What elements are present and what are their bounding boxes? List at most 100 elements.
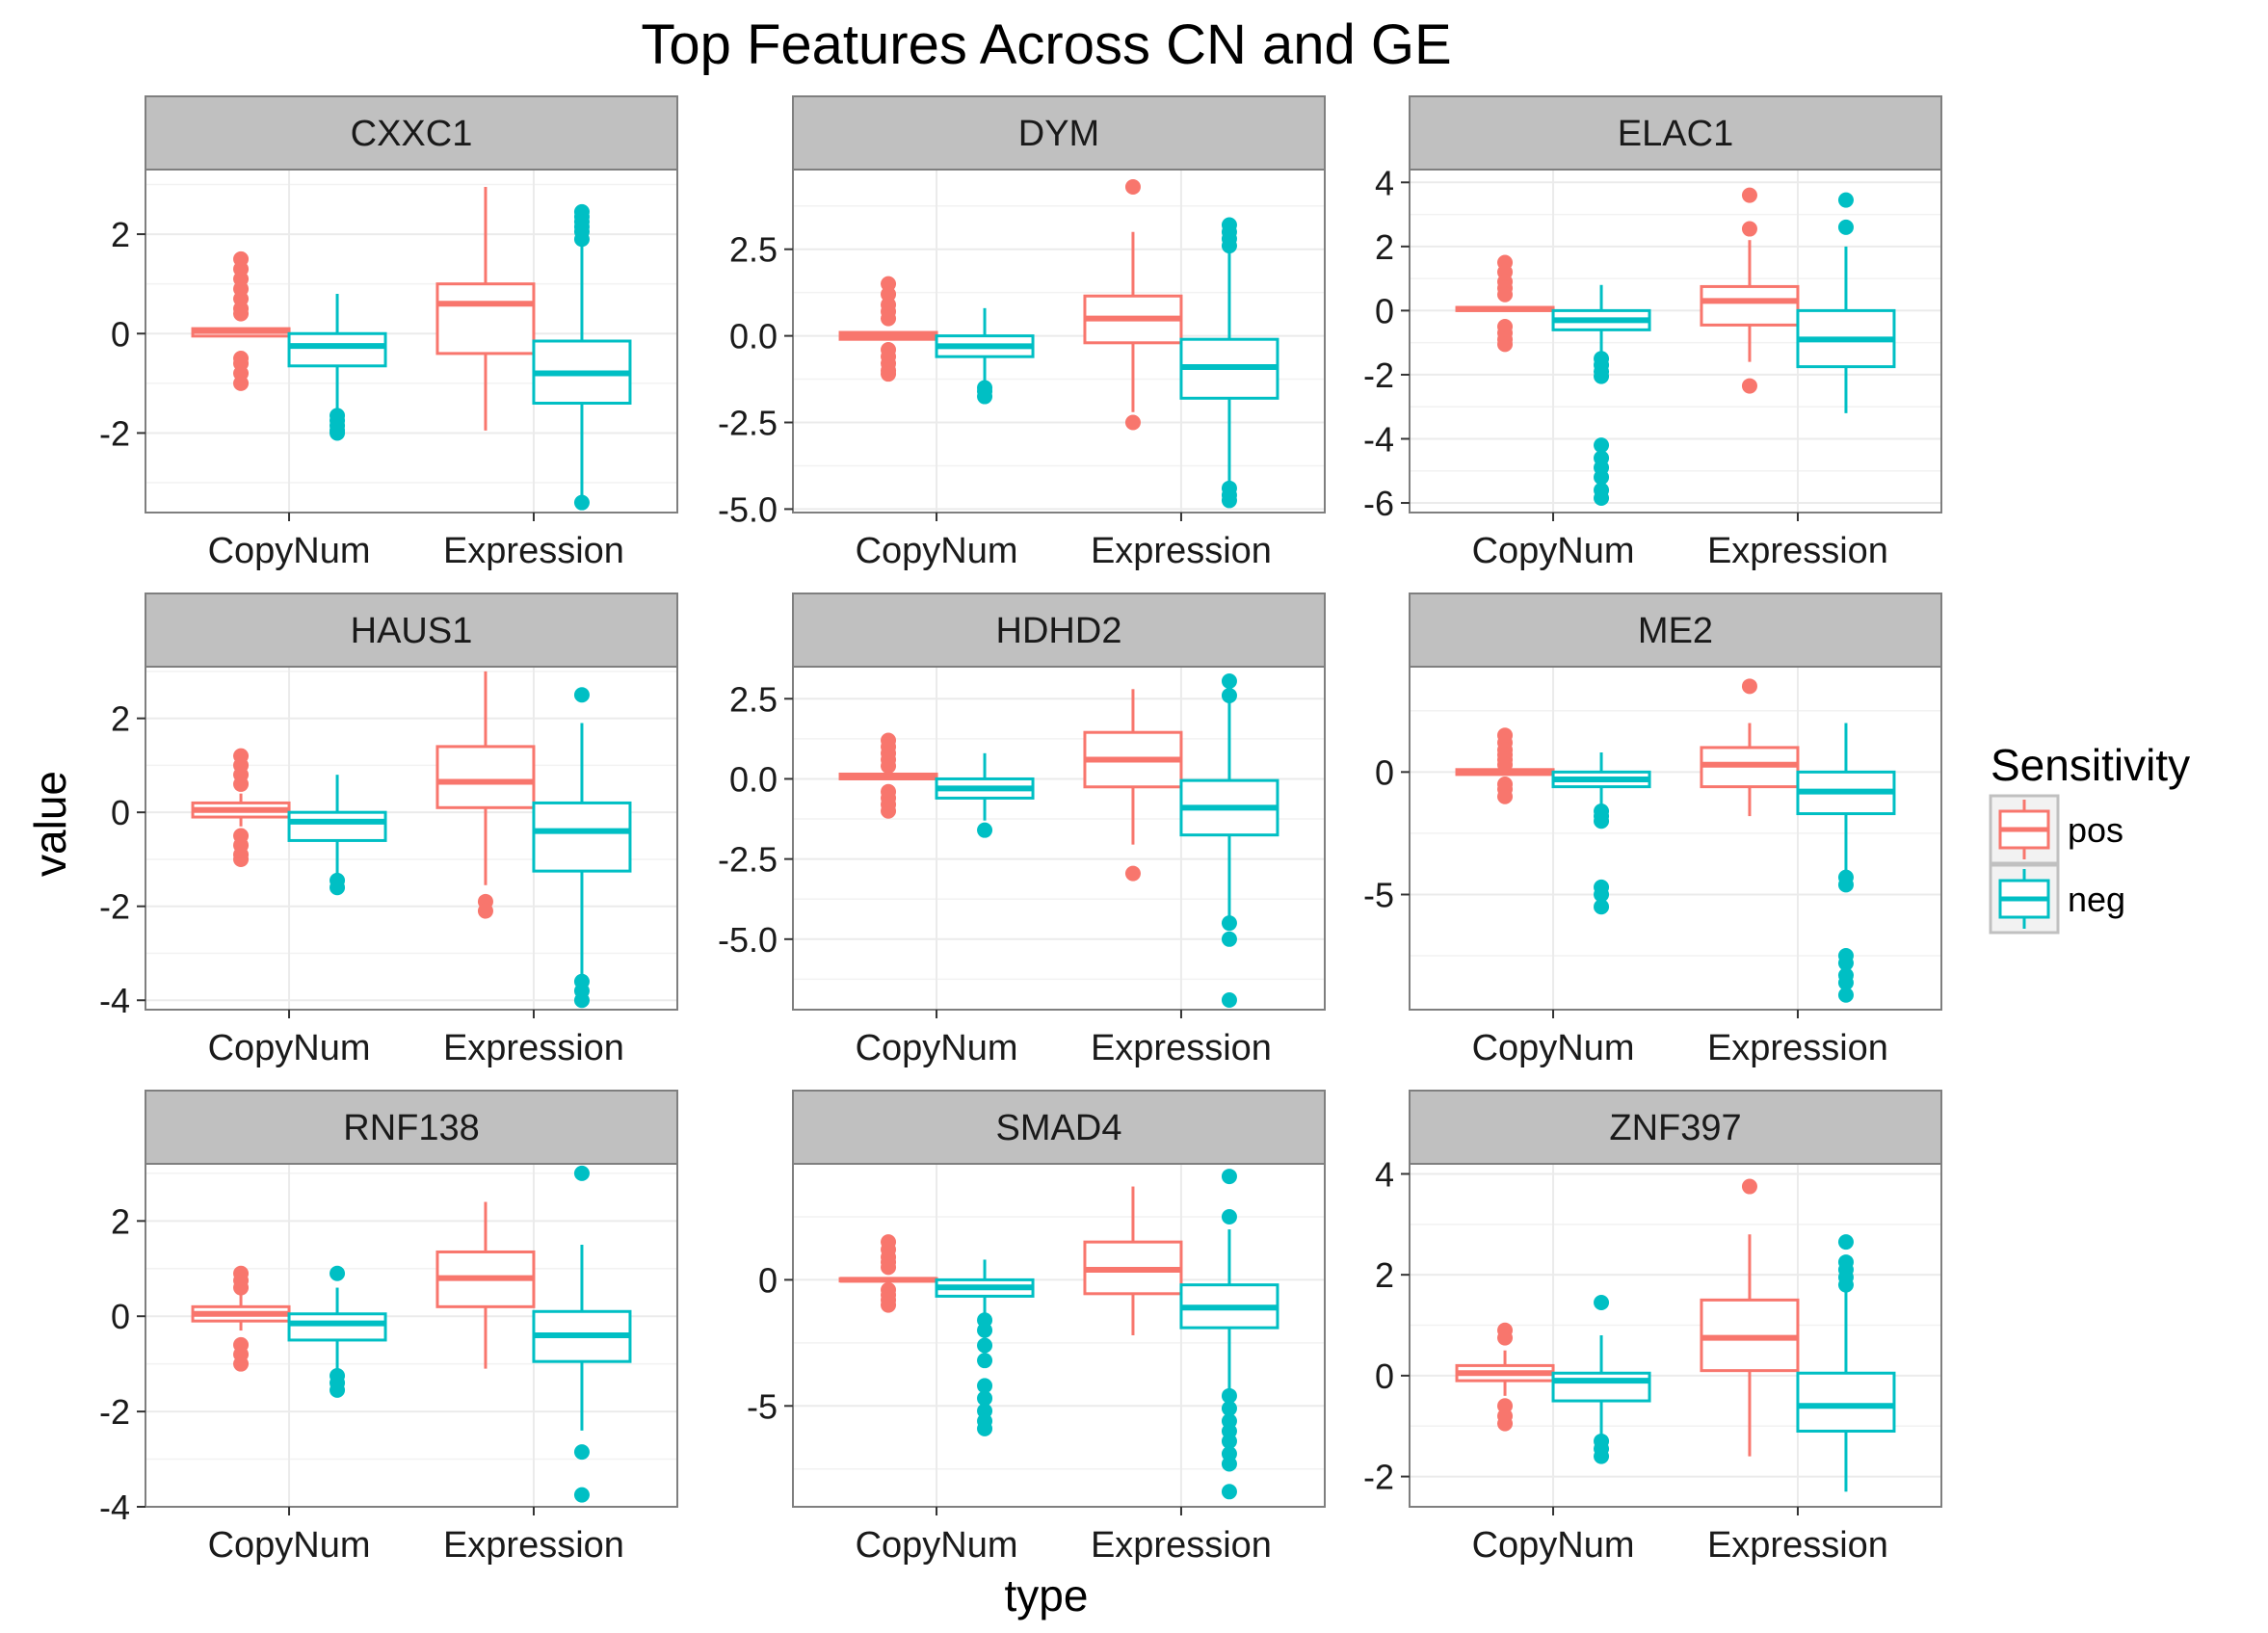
outlier-point <box>1221 915 1237 932</box>
outlier-point <box>1124 414 1141 431</box>
facet-panel-elac1: ELAC1 -6 -4 -2 0 2 4 CopyNum Expression <box>1363 95 1942 571</box>
outlier-point <box>1221 992 1237 1009</box>
x-tick-label: CopyNum <box>856 531 1018 571</box>
y-tick-label: -5.0 <box>718 920 778 960</box>
y-tick-label: -5 <box>747 1386 778 1426</box>
x-tick-label: CopyNum <box>1472 1028 1635 1068</box>
outlier-point <box>977 1337 993 1354</box>
x-tick-label: CopyNum <box>208 531 371 571</box>
box-iqr <box>1700 284 1800 327</box>
outlier-point <box>1837 1277 1854 1293</box>
box-expression-neg <box>1796 723 1896 1003</box>
outlier-point <box>1221 238 1237 254</box>
y-tick-label: -4 <box>99 981 130 1020</box>
plot-area <box>1410 667 1941 1010</box>
outlier-point <box>1741 221 1757 237</box>
x-tick-label: Expression <box>1091 531 1272 571</box>
box-expression-pos <box>435 187 536 431</box>
outlier-point <box>1837 975 1854 991</box>
facet-strip <box>145 1090 678 1165</box>
x-tick-label: CopyNum <box>208 1028 371 1068</box>
outlier-point <box>977 1378 993 1394</box>
box-copynum-neg <box>935 307 1035 405</box>
y-tick-label: 0 <box>1375 1356 1394 1396</box>
box-copynum-pos <box>838 276 938 382</box>
box-iqr <box>287 331 387 368</box>
outlier-point <box>1497 336 1514 353</box>
chart-title: Top Features Across CN and GE <box>641 13 1451 76</box>
box-expression-pos <box>435 671 536 919</box>
box-copynum-neg <box>1551 1294 1651 1464</box>
box-expression-neg <box>1796 192 1896 413</box>
outlier-point <box>233 1356 250 1372</box>
outlier-point <box>573 1487 590 1503</box>
x-axis-title: type <box>1005 1570 1089 1620</box>
x-tick-label: CopyNum <box>856 1525 1018 1566</box>
y-tick-label: 0 <box>111 1297 130 1336</box>
outlier-point <box>1221 1400 1237 1416</box>
panel-border <box>792 169 1326 514</box>
box-copynum-neg <box>935 752 1035 838</box>
facet-strip <box>792 95 1326 171</box>
outlier-point <box>1497 1415 1514 1432</box>
box-iqr <box>1796 1371 1896 1433</box>
box-copynum-neg <box>1551 284 1651 507</box>
box-copynum-neg <box>287 1265 387 1398</box>
box-copynum-pos <box>191 748 291 867</box>
x-tick-label: Expression <box>1707 1525 1888 1566</box>
box-iqr <box>435 282 536 356</box>
x-tick-label: CopyNum <box>1472 1525 1635 1566</box>
facet-strip-label: DYM <box>1018 114 1099 154</box>
outlier-point <box>1594 1294 1610 1310</box>
outlier-point <box>330 1382 346 1398</box>
facet-strip-label: ME2 <box>1638 611 1713 651</box>
plot-area <box>793 1164 1325 1507</box>
panel-border <box>145 1163 678 1508</box>
facet-strip-label: CXXC1 <box>351 114 473 154</box>
x-tick-label: Expression <box>443 531 624 571</box>
panel-border <box>792 1163 1326 1508</box>
plot-area <box>1410 1164 1941 1507</box>
outlier-point <box>1221 931 1237 947</box>
panel-border <box>1409 169 1942 514</box>
facet-panels: CXXC1 -2 0 2 CopyNum Expression DYM -5.0 -2.5 0.0… <box>99 95 1942 1566</box>
y-tick-label: 0 <box>1375 752 1394 792</box>
legend-item-pos: pos <box>1989 794 2123 865</box>
y-tick-label: 2.5 <box>729 679 778 719</box>
outlier-point <box>1497 788 1514 804</box>
legend-title: Sensitivity <box>1991 740 2190 790</box>
y-tick-label: 2 <box>111 1201 130 1241</box>
box-iqr <box>287 810 387 842</box>
outlier-point <box>1594 886 1610 903</box>
outlier-point <box>330 1265 346 1281</box>
outlier-point <box>1837 877 1854 893</box>
outlier-point <box>977 1420 993 1436</box>
x-tick-label: Expression <box>1707 1028 1888 1068</box>
facet-panel-znf397: ZNF397 -2 0 2 4 CopyNum Expression <box>1363 1090 1942 1566</box>
facet-strip-label: ZNF397 <box>1609 1108 1741 1148</box>
outlier-point <box>1221 672 1237 689</box>
outlier-point <box>1594 899 1610 915</box>
x-tick-label: Expression <box>443 1028 624 1068</box>
y-tick-label: 0 <box>111 314 130 354</box>
y-tick-label: 2 <box>1375 227 1394 267</box>
box-expression-pos <box>435 1201 536 1369</box>
outlier-point <box>573 1444 590 1461</box>
box-copynum-pos <box>1455 1322 1555 1432</box>
box-iqr <box>1551 1371 1651 1403</box>
box-copynum-neg <box>287 775 387 896</box>
outlier-point <box>1594 813 1610 830</box>
box-expression-neg <box>1796 1234 1896 1492</box>
box-expression-neg <box>532 203 632 511</box>
legend-item-neg: neg <box>1989 863 2125 935</box>
facet-panel-haus1: HAUS1 -4 -2 0 2 CopyNum Expression <box>99 593 678 1068</box>
outlier-point <box>233 851 250 867</box>
legend-label: neg <box>2068 880 2125 919</box>
box-expression-pos <box>1083 1186 1183 1335</box>
outlier-point <box>573 231 590 248</box>
legend: Sensitivity pos neg <box>1989 740 2190 935</box>
outlier-point <box>330 425 346 441</box>
facet-strip <box>792 1090 1326 1165</box>
outlier-point <box>573 1165 590 1181</box>
